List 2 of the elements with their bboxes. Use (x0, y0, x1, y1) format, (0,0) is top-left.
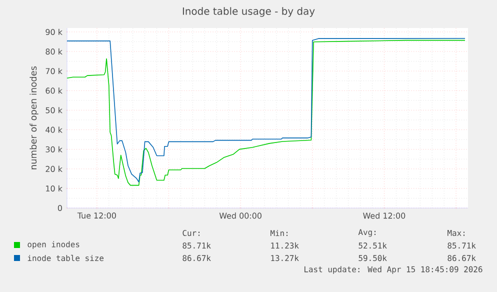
y-axis-title: number of open inodes (30, 66, 38, 170)
chart-title: Inode table usage - by day (182, 7, 315, 17)
